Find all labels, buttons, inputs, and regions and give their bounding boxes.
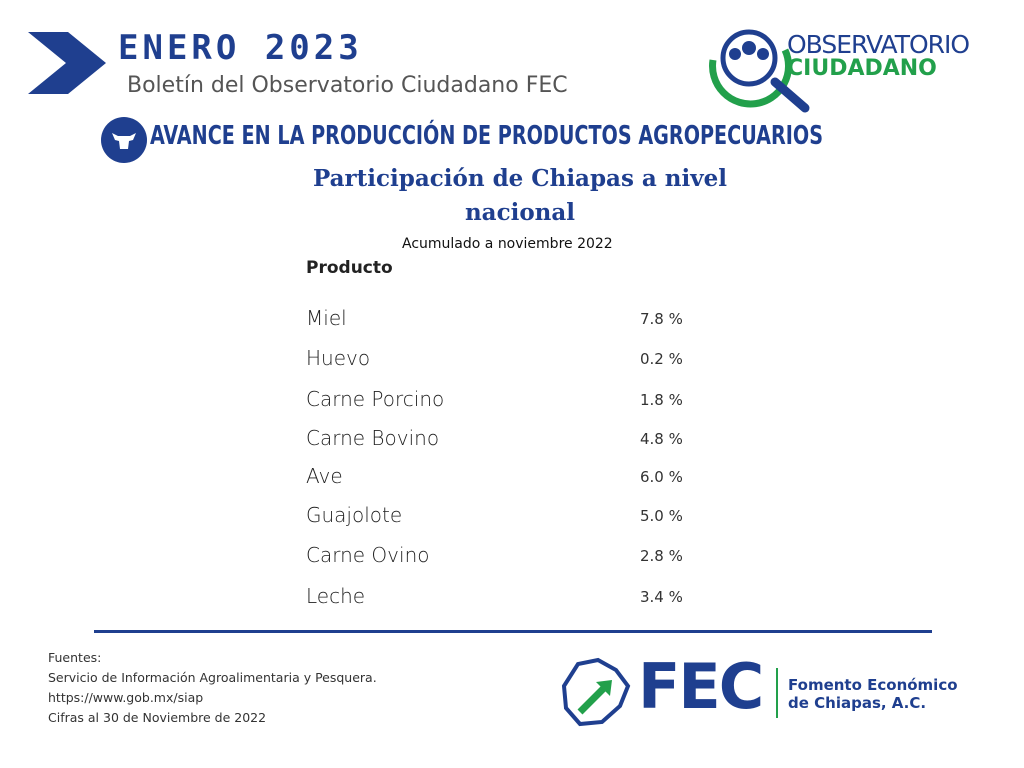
sources: Fuentes: Servicio de Información Agroalim… — [48, 648, 377, 728]
source-line: Servicio de Información Agroalimentaria … — [48, 670, 377, 685]
fec-map — [561, 657, 631, 727]
section-title: AVANCE EN LA PRODUCCIÓN DE PRODUCTOS AGR… — [150, 121, 824, 151]
product-share: 2.8 % — [640, 547, 683, 565]
product-share: 4.8 % — [640, 430, 683, 448]
chevron — [28, 32, 106, 94]
product-name: Leche — [306, 584, 366, 608]
section-subtitle: Participación de Chiapas a nivel naciona… — [312, 165, 728, 226]
product-share: 6.0 % — [640, 468, 683, 486]
fec-name1: Fomento Económico — [788, 676, 958, 694]
logo-line2: CIUDADANO — [787, 56, 937, 81]
fec-bar — [776, 668, 778, 718]
product-share: 0.2 % — [640, 350, 683, 368]
product-name: Miel — [306, 306, 347, 330]
source-line: https://www.gob.mx/siap — [48, 690, 204, 705]
source-line: Fuentes: — [48, 650, 102, 665]
product-share: 7.8 % — [640, 310, 683, 328]
logo-line1: OBSERVATORIO — [787, 30, 970, 59]
month-year: ENERO 2023 — [118, 28, 363, 68]
product-share: 3.4 % — [640, 588, 683, 606]
product-name: Guajolote — [306, 503, 403, 527]
product-name: Carne Porcino — [306, 387, 445, 411]
product-name: Ave — [306, 464, 343, 488]
fec-name2: de Chiapas, A.C. — [788, 694, 927, 712]
source-line: Cifras al 30 de Noviembre de 2022 — [48, 710, 267, 725]
logo-icon — [709, 29, 810, 113]
subtitle: Boletín del Observatorio Ciudadano FEC — [127, 73, 568, 98]
table-header: Producto — [306, 258, 393, 278]
product-share: 5.0 % — [640, 507, 683, 525]
fec-abbr: FEC — [638, 650, 764, 723]
cow-icon — [101, 117, 147, 163]
divider — [94, 630, 932, 633]
product-name: Carne Ovino — [306, 543, 430, 567]
product-name: Carne Bovino — [306, 426, 440, 450]
product-name: Huevo — [306, 346, 371, 370]
note: Acumulado a noviembre 2022 — [402, 236, 613, 252]
product-share: 1.8 % — [640, 391, 683, 409]
